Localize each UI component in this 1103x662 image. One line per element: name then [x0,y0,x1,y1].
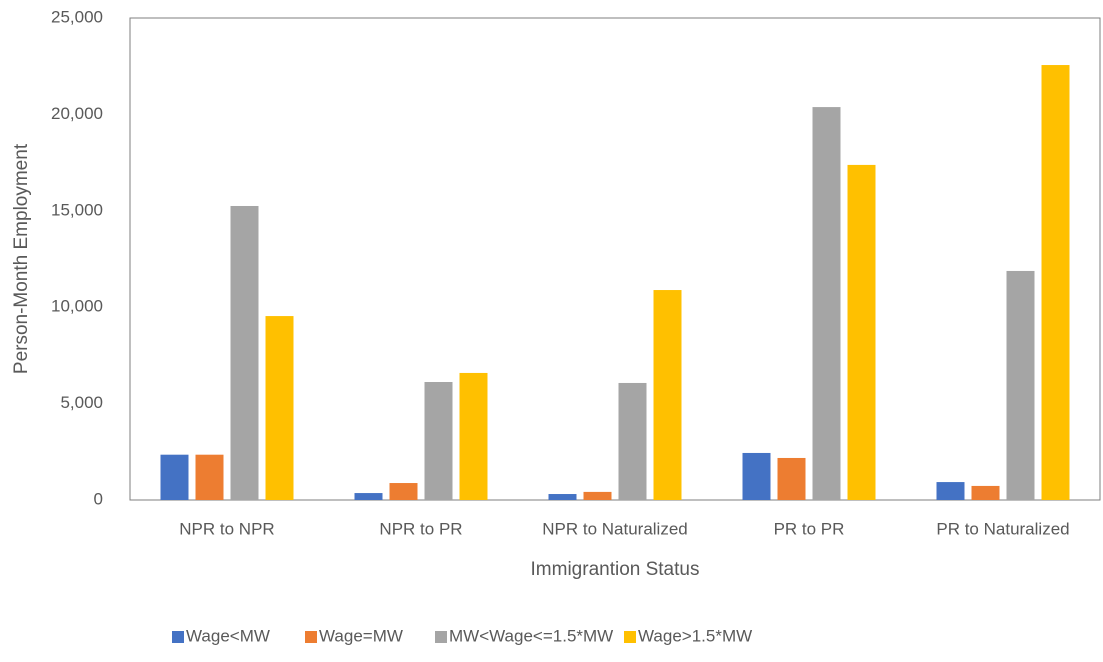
bar [548,494,577,500]
bar [847,164,876,500]
y-axis-title: Person-Month Employment [11,143,32,374]
x-tick-label: PR to Naturalized [936,519,1069,538]
legend-label: MW<Wage<=1.5*MW [449,626,613,645]
legend-swatch [172,631,184,643]
legend-swatch [435,631,447,643]
y-tick-label: 25,000 [51,7,103,26]
plot-frame [129,17,1101,501]
legend-label: Wage<MW [186,626,270,645]
x-tick-label: NPR to Naturalized [542,519,688,538]
x-axis-title: Immigrantion Status [531,559,700,580]
bar [195,454,224,500]
y-tick-label: 15,000 [51,200,103,219]
bar [354,493,383,500]
bar [618,382,647,500]
y-tick-label: 5,000 [60,393,103,412]
x-tick-label: NPR to PR [379,519,462,538]
x-tick-label: PR to PR [774,519,845,538]
bar [653,290,682,500]
bar [583,491,612,500]
y-tick-label: 10,000 [51,297,103,316]
bar [936,482,965,500]
y-tick-label: 20,000 [51,104,103,123]
bar [1041,65,1070,500]
bar [230,205,259,501]
legend-label: Wage=MW [319,626,403,645]
legend-swatch [624,631,636,643]
x-tick-label: NPR to NPR [179,519,274,538]
legend-label: Wage>1.5*MW [638,626,752,645]
bar [812,107,841,500]
bar [160,454,189,500]
bar [459,372,488,500]
bar [742,452,771,500]
bar [777,457,806,500]
bar [265,316,294,500]
y-tick-label: 0 [94,489,103,508]
bar [1006,270,1035,500]
legend-swatch [305,631,317,643]
bar [389,483,418,500]
bar [424,382,453,500]
bar [971,485,1000,500]
